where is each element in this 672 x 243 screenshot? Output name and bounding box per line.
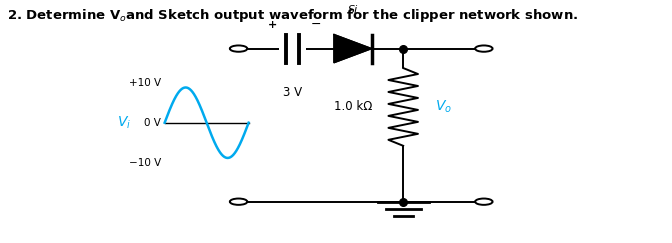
Polygon shape <box>334 35 372 63</box>
Text: $V_i$: $V_i$ <box>117 114 131 131</box>
Text: +10 V: +10 V <box>129 78 161 88</box>
Text: Si: Si <box>347 5 358 15</box>
Text: −: − <box>310 18 321 31</box>
Text: +: + <box>267 20 277 30</box>
Text: 3 V: 3 V <box>283 86 302 99</box>
Text: $V_o$: $V_o$ <box>435 99 452 115</box>
Text: 1.0 kΩ: 1.0 kΩ <box>333 100 372 113</box>
Text: 2. Determine V$_o$and Sketch output waveform for the clipper network shown.: 2. Determine V$_o$and Sketch output wave… <box>7 7 578 24</box>
Text: −10 V: −10 V <box>129 158 161 168</box>
Text: 0 V: 0 V <box>144 118 161 128</box>
